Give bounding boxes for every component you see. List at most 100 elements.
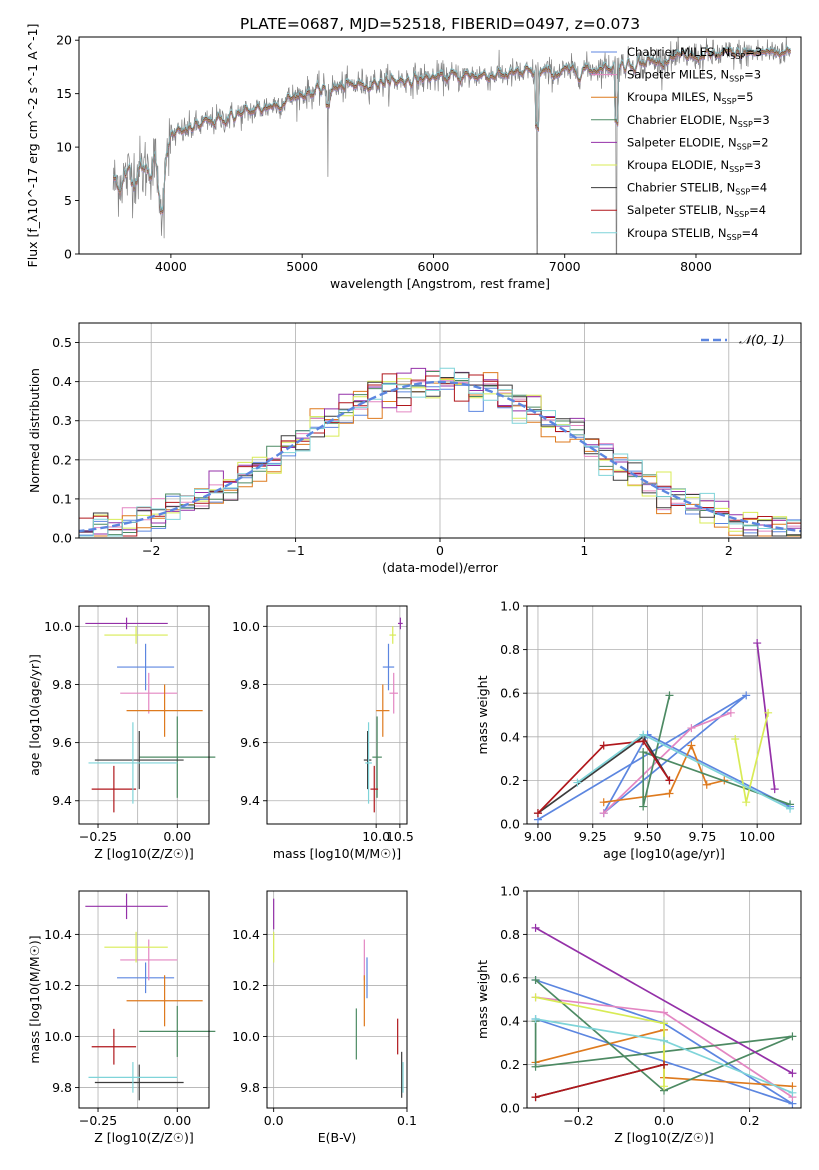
weight-marker <box>731 734 740 743</box>
y-tick-label: 0.1 <box>52 491 72 506</box>
y-tick-label: 0.2 <box>500 1057 520 1072</box>
weight-marker <box>660 1008 668 1017</box>
y-tick-label: 0.0 <box>500 817 520 832</box>
y-axis-label: Flux [f_λ10^-17 erg cm^-2 s^-1 A^-1] <box>25 24 40 268</box>
x-tick-label: 7000 <box>549 259 581 274</box>
spectrum-panel: 4000 5000 6000 7000 8000 0 5 10 15 20 wavelength [… <box>25 24 802 291</box>
x-tick-label: 0.00 <box>163 829 191 844</box>
x-tick-label: 8000 <box>680 259 712 274</box>
y-tick-label: 9.8 <box>240 1080 260 1095</box>
legend-label-1: Salpeter MILES, NSSP=3 <box>627 68 761 84</box>
weight-marker <box>533 809 542 818</box>
x-tick-label: 4000 <box>155 259 187 274</box>
x-tick-label: 2 <box>725 543 733 558</box>
spectrum-plot-area <box>112 37 791 254</box>
axes-frame <box>78 36 802 255</box>
y-tick-label: 9.8 <box>52 677 72 692</box>
x-tick-label: 5000 <box>286 259 318 274</box>
x-axis-label: Z [log10(Z/Z☉)] <box>614 1130 714 1145</box>
weight-line-0 <box>537 694 791 821</box>
histogram-plot-area <box>79 367 801 537</box>
y-tick-label: 9.6 <box>52 735 72 750</box>
weight-marker <box>531 975 540 984</box>
y-tick-label: 0.4 <box>52 374 72 389</box>
residuals-panel: −2 −1 0 1 2 0.0 0.1 0.2 0.3 0.4 0.5 (data-model)/er… <box>27 322 802 575</box>
x-tick-label: 0.0 <box>264 1113 284 1128</box>
weight-marker <box>665 691 674 700</box>
y-axis-label: mass [log10(M/M☉)] <box>27 935 42 1063</box>
weight-marker <box>786 804 795 813</box>
weight-marker <box>702 780 711 789</box>
y-tick-label: 10.4 <box>232 927 260 942</box>
x-tick-label: 10.5 <box>386 829 414 844</box>
weight-marker <box>531 923 540 932</box>
legend-label-8: Kroupa STELIB, NSSP=4 <box>627 226 758 242</box>
y-tick-label: 0.2 <box>52 452 72 467</box>
mass-Z-panel: −0.25 0.00 9.8 10.0 10.2 10.4 Z [log10(Z/Z☉)] m… <box>27 890 216 1145</box>
x-tick-label: 9.50 <box>634 829 662 844</box>
y-tick-label: 0.0 <box>52 531 72 546</box>
legend-label-6: Chabrier STELIB, NSSP=4 <box>627 181 767 197</box>
weight-marker <box>687 741 696 750</box>
legend-label-4: Salpeter ELODIE, NSSP=2 <box>627 135 769 151</box>
figure-title: PLATE=0687, MJD=52518, FIBERID=0497, z=0… <box>240 15 640 33</box>
axes-frame <box>78 605 210 825</box>
weight-marker <box>660 1082 668 1091</box>
weights-Z-panel: −0.2 0.0 0.2 0.0 0.2 0.4 0.6 0.8 1.0 Z [log10(Z/Z… <box>475 884 802 1145</box>
y-tick-label: 10.0 <box>44 619 72 634</box>
y-tick-label: 9.4 <box>52 793 72 808</box>
mass-EBV-panel: 0.0 0.1 9.8 10.0 10.2 10.4 E(B-V) <box>232 890 417 1145</box>
x-tick-label: 9.75 <box>688 829 716 844</box>
weight-marker <box>788 1088 797 1097</box>
y-tick-label: 0.6 <box>500 970 520 985</box>
weight-marker <box>665 776 674 785</box>
weight-marker <box>599 809 608 818</box>
y-tick-label: 10.2 <box>44 978 72 993</box>
y-axis-label: mass weight <box>475 675 490 754</box>
y-axis-label: mass weight <box>475 960 490 1039</box>
x-axis-label: mass [log10(M/M☉)] <box>273 846 401 861</box>
y-tick-label: 0 <box>64 247 72 262</box>
x-axis-label: wavelength [Angstrom, rest frame] <box>330 276 550 291</box>
y-tick-label: 0.5 <box>52 335 72 350</box>
weight-line-7 <box>535 1063 665 1099</box>
weight-marker <box>753 639 762 648</box>
x-axis-label: age [log10(age/yr)] <box>603 846 725 861</box>
weight-marker <box>639 730 648 739</box>
weight-marker <box>660 1036 668 1045</box>
weight-line-3 <box>642 695 791 807</box>
x-axis-label: Z [log10(Z/Z☉)] <box>94 1130 194 1145</box>
y-tick-label: 1.0 <box>500 884 520 899</box>
weights-age-panel: 9.00 9.25 9.50 9.75 10.00 0.0 0.2 0.4 0.6 0.8 1.0 a… <box>475 599 802 861</box>
y-tick-label: 0.2 <box>500 773 520 788</box>
histogram-8 <box>79 367 801 537</box>
weight-marker <box>742 798 751 807</box>
weight-marker <box>531 1062 540 1071</box>
x-axis-label: E(B-V) <box>318 1130 357 1145</box>
weight-marker <box>531 1093 540 1102</box>
weight-marker <box>660 1060 668 1069</box>
y-tick-label: 20 <box>56 33 72 48</box>
y-tick-label: 10.4 <box>44 927 72 942</box>
y-axis-label: Normed distribution <box>27 368 42 493</box>
legend-label-0: Chabrier MILES, NSSP=3 <box>627 45 762 61</box>
y-axis-label: age [log10(age/yr)] <box>27 654 42 776</box>
axes-frame <box>526 605 802 825</box>
y-tick-label: 0.4 <box>500 729 520 744</box>
legend-label-2: Kroupa MILES, NSSP=5 <box>627 90 753 106</box>
weight-marker <box>788 1032 797 1041</box>
age-Z-panel: −0.25 0.00 9.4 9.6 9.8 10.0 Z [log10(Z/Z☉)] age… <box>27 605 216 861</box>
x-tick-label: 0.2 <box>740 1113 760 1128</box>
weight-line-4 <box>756 642 776 790</box>
y-tick-label: 10.0 <box>232 1029 260 1044</box>
weight-marker <box>687 724 696 733</box>
x-tick-label: 0.1 <box>397 1113 417 1128</box>
x-tick-label: 6000 <box>418 259 450 274</box>
x-tick-label: 0 <box>436 543 444 558</box>
axes-frame <box>266 890 408 1109</box>
x-tick-label: 0.00 <box>163 1113 191 1128</box>
y-tick-label: 0.3 <box>52 413 72 428</box>
weight-marker <box>573 778 582 787</box>
weight-marker <box>660 1019 668 1028</box>
x-tick-label: 9.25 <box>579 829 607 844</box>
